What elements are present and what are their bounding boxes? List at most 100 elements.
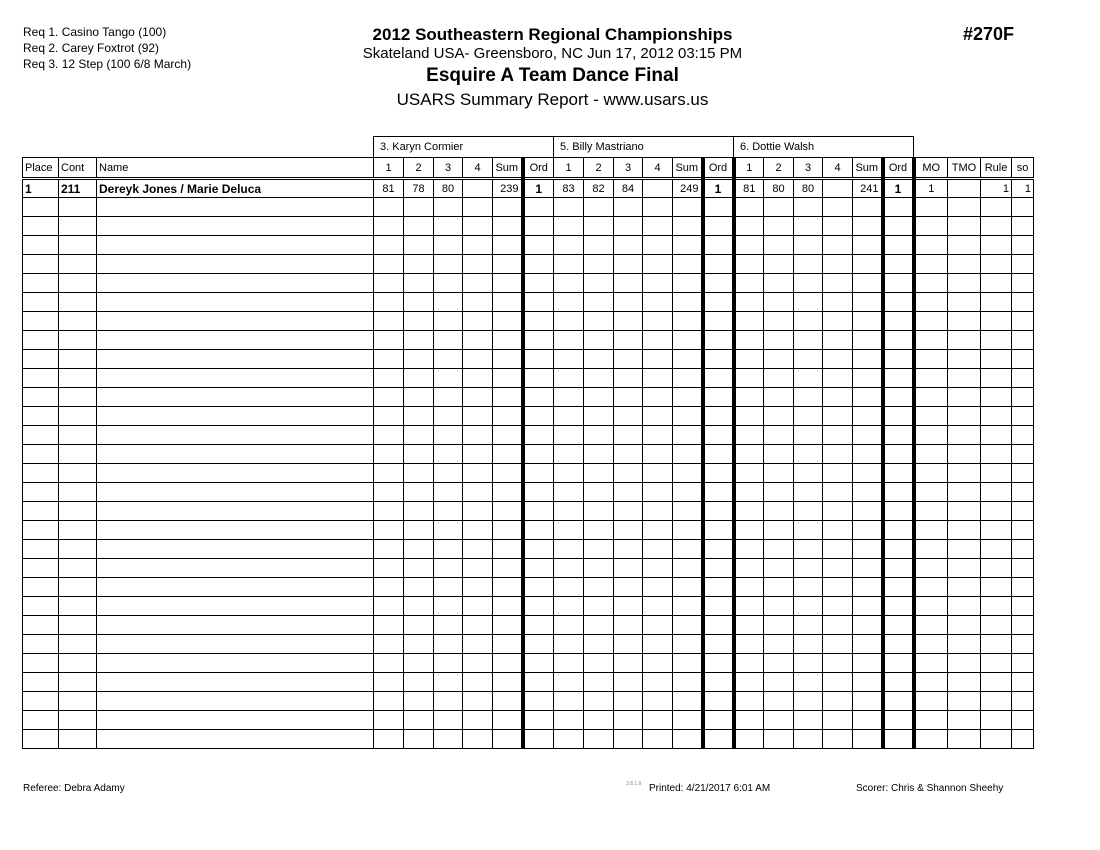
score (733, 520, 764, 540)
sum (852, 292, 883, 312)
score (403, 615, 434, 635)
sum (852, 710, 883, 730)
score (733, 292, 764, 312)
place (22, 482, 59, 502)
table-row (22, 254, 1034, 274)
sum (672, 634, 703, 654)
score (763, 292, 794, 312)
score (583, 463, 614, 483)
ordinal (520, 596, 554, 616)
cont (58, 672, 97, 692)
tmo (947, 292, 981, 312)
rule (980, 558, 1012, 578)
score (822, 501, 853, 521)
score (462, 634, 493, 654)
header-place: Place (22, 157, 59, 180)
score (373, 216, 404, 236)
ordinal (520, 444, 554, 464)
tmo (947, 349, 981, 369)
score (793, 254, 823, 274)
so (1011, 577, 1034, 597)
score (462, 178, 493, 198)
score (553, 254, 584, 274)
score (793, 273, 823, 293)
mo (913, 691, 948, 711)
header-1: 1 (553, 157, 584, 180)
score (642, 311, 673, 331)
sum (672, 672, 703, 692)
score (613, 387, 643, 407)
cont (58, 444, 97, 464)
score (433, 691, 463, 711)
place (22, 558, 59, 578)
score (642, 634, 673, 654)
ordinal (520, 235, 554, 255)
ordinal (520, 577, 554, 597)
score (462, 482, 493, 502)
cont (58, 596, 97, 616)
score: 84 (613, 178, 643, 198)
score (583, 729, 614, 749)
place (22, 216, 59, 236)
rule (980, 311, 1012, 331)
place (22, 197, 59, 217)
score (433, 368, 463, 388)
cont (58, 368, 97, 388)
score (793, 729, 823, 749)
score (583, 691, 614, 711)
score (553, 387, 584, 407)
score (583, 653, 614, 673)
sum (852, 197, 883, 217)
score (793, 520, 823, 540)
ordinal (880, 235, 916, 255)
score (793, 368, 823, 388)
score (462, 710, 493, 730)
header-3: 3 (613, 157, 643, 180)
place (22, 463, 59, 483)
sum (492, 311, 523, 331)
score (763, 216, 794, 236)
score (373, 577, 404, 597)
score (433, 349, 463, 369)
mo: 1 (913, 178, 948, 198)
skater-name (96, 425, 374, 445)
sum (672, 349, 703, 369)
ordinal (880, 539, 916, 559)
score (583, 216, 614, 236)
score (553, 672, 584, 692)
score (763, 425, 794, 445)
ordinal (880, 653, 916, 673)
score (403, 311, 434, 331)
skater-name (96, 330, 374, 350)
score (763, 254, 794, 274)
mo (913, 425, 948, 445)
header-4: 4 (462, 157, 493, 180)
score (822, 615, 853, 635)
place (22, 368, 59, 388)
sum (492, 501, 523, 521)
table-row (22, 501, 1034, 521)
ordinal (880, 691, 916, 711)
sum (492, 558, 523, 578)
score (613, 292, 643, 312)
score (613, 216, 643, 236)
score (433, 558, 463, 578)
tmo (947, 178, 981, 198)
score (763, 539, 794, 559)
score: 82 (583, 178, 614, 198)
score (763, 691, 794, 711)
tmo (947, 558, 981, 578)
rule (980, 254, 1012, 274)
so (1011, 292, 1034, 312)
mo (913, 482, 948, 502)
score (763, 520, 794, 540)
score (822, 634, 853, 654)
ordinal: 1 (520, 178, 554, 198)
rule (980, 520, 1012, 540)
score (373, 349, 404, 369)
score (822, 520, 853, 540)
score (373, 520, 404, 540)
tmo (947, 710, 981, 730)
table-row (22, 634, 1034, 654)
score (373, 273, 404, 293)
